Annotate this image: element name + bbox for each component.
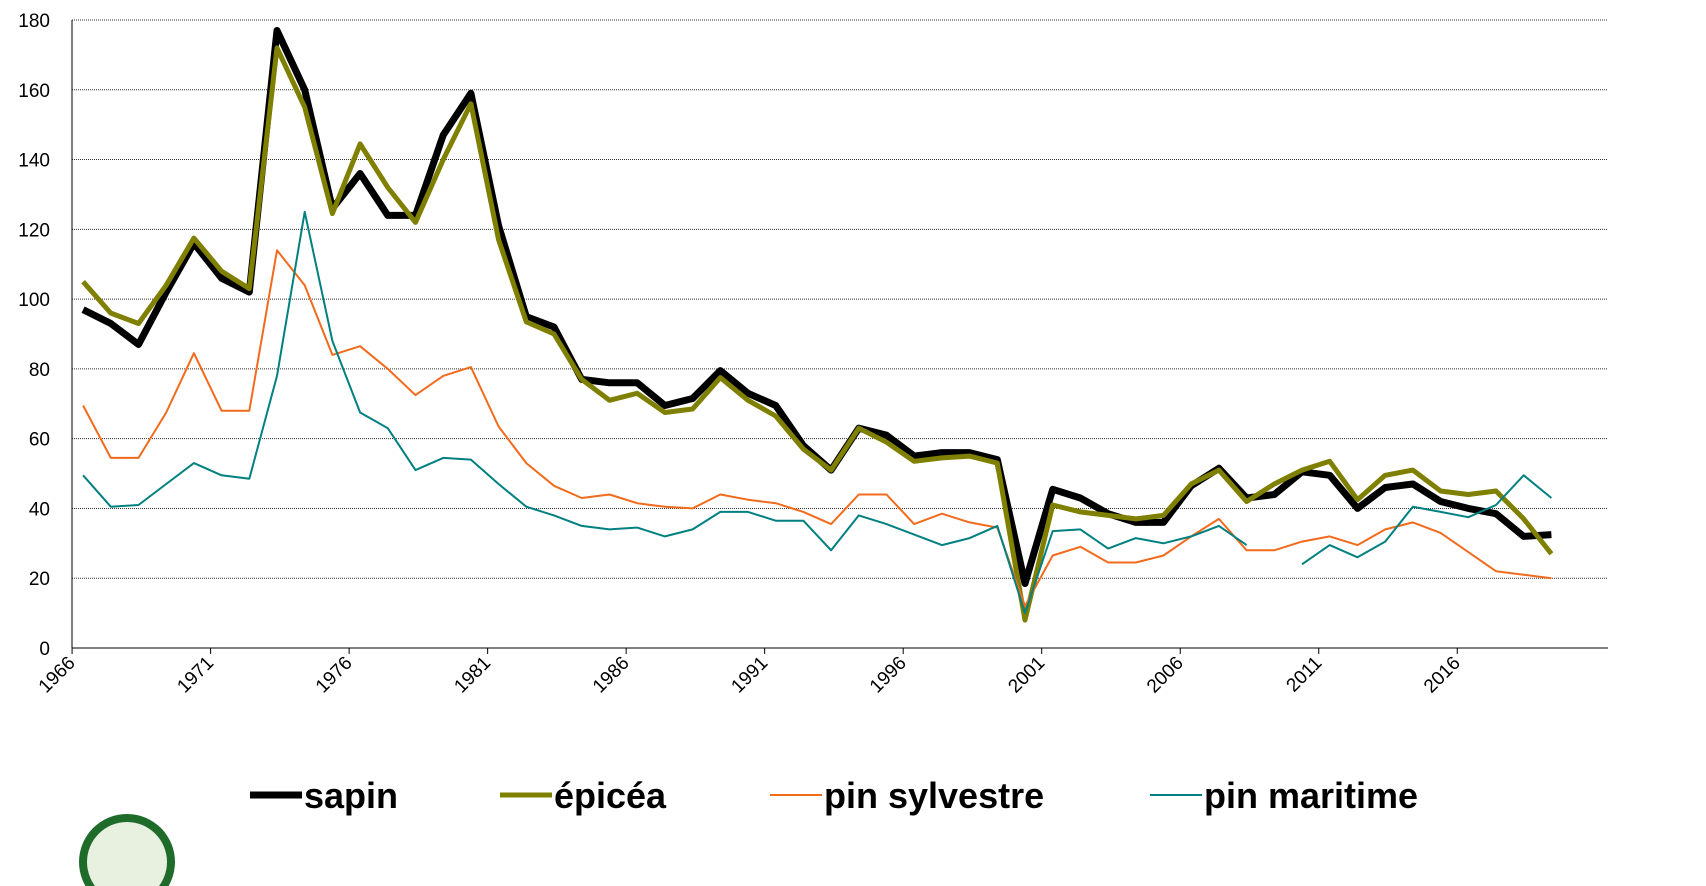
series-line <box>81 27 1552 587</box>
series-line <box>1301 474 1553 566</box>
y-tick-label: 80 <box>29 360 50 381</box>
y-tick-label: 160 <box>18 81 50 102</box>
series-line <box>82 249 1552 608</box>
legend-label: pin maritime <box>1204 775 1418 816</box>
legend-label: sapin <box>304 775 398 816</box>
x-tick-label: 1971 <box>173 653 218 698</box>
x-tick-label: 1986 <box>589 653 634 698</box>
legend-label: pin sylvestre <box>824 775 1044 816</box>
x-tick-label: 2006 <box>1143 653 1188 698</box>
x-tick-label: 2011 <box>1283 653 1327 697</box>
y-tick-label: 120 <box>18 220 50 241</box>
x-tick-label: 1996 <box>866 653 911 698</box>
x-tick-label: 2001 <box>1005 653 1050 698</box>
y-tick-label: 20 <box>29 569 50 590</box>
series-line <box>81 45 1554 623</box>
x-tick-label: 1991 <box>727 653 772 698</box>
legend-label: épicéa <box>554 775 667 816</box>
y-tick-label: 100 <box>18 290 50 311</box>
y-tick-label: 60 <box>29 430 50 451</box>
x-tick-label: 2016 <box>1420 653 1465 698</box>
y-tick-label: 0 <box>39 639 50 660</box>
y-tick-label: 140 <box>18 151 50 172</box>
x-tick-label: 1976 <box>312 653 357 698</box>
y-tick-label: 40 <box>29 499 50 520</box>
series-line <box>82 210 1248 615</box>
y-tick-label: 180 <box>18 11 50 32</box>
logo-inner <box>87 822 167 886</box>
x-tick-label: 1981 <box>450 653 495 698</box>
